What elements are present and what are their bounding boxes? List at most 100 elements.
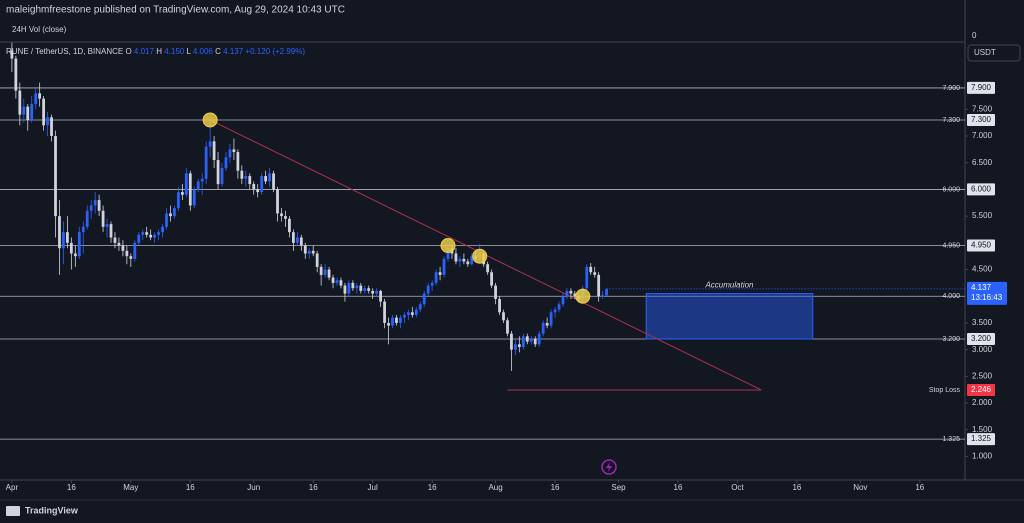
- candle-body: [525, 336, 529, 342]
- candle-body: [434, 272, 438, 283]
- legend-value: 4.006: [193, 47, 214, 56]
- zone-label: Accumulation: [704, 281, 754, 290]
- currency-box[interactable]: [967, 44, 1021, 62]
- events-icon[interactable]: [601, 459, 617, 475]
- legend-value: 4.137: [223, 47, 244, 56]
- highlight-marker: [440, 238, 456, 254]
- candle-body: [343, 285, 347, 294]
- x-tick-label: 16: [309, 483, 318, 492]
- candle-body: [307, 250, 311, 254]
- candle-body: [549, 312, 553, 326]
- candle-body: [395, 317, 398, 323]
- x-tick-label: Oct: [731, 483, 744, 492]
- candle-body: [387, 322, 390, 326]
- candle-body: [38, 93, 42, 99]
- candle-body: [208, 141, 212, 147]
- candle-body: [66, 232, 69, 243]
- candle-body: [149, 234, 153, 238]
- x-tick-label: 16: [792, 483, 801, 492]
- legend-value: 4.150: [164, 47, 185, 56]
- candle-body: [18, 90, 22, 115]
- candle-body: [391, 317, 394, 326]
- x-tick-label: 16: [67, 483, 76, 492]
- candle-body: [502, 312, 505, 321]
- candle-body: [406, 312, 410, 315]
- candle-body: [454, 253, 458, 262]
- candle-body: [260, 176, 264, 193]
- candle-body: [268, 173, 271, 182]
- candle-body: [129, 256, 133, 259]
- candle-body: [121, 245, 125, 251]
- candle-body: [169, 213, 172, 217]
- candle-body: [93, 200, 97, 206]
- candle-body: [486, 264, 490, 273]
- candle-body: [196, 181, 200, 190]
- legend-key: L: [186, 47, 191, 56]
- candle-body: [597, 274, 601, 297]
- candle-body: [553, 309, 557, 313]
- candle-body: [466, 261, 470, 265]
- candle-body: [367, 288, 371, 291]
- candle-body: [371, 290, 375, 294]
- candle-body: [177, 192, 180, 209]
- candle-body: [50, 117, 53, 137]
- candle-body: [494, 285, 497, 299]
- candle-body: [375, 290, 379, 294]
- candle-body: [54, 136, 57, 217]
- candle-body: [200, 178, 204, 182]
- candle-body: [422, 293, 426, 305]
- candle-body: [490, 272, 494, 286]
- y-tick-label: 3.500: [972, 318, 993, 327]
- candle-body: [288, 218, 291, 233]
- candle-body: [212, 141, 216, 161]
- candle-body: [379, 290, 382, 302]
- candle-body: [335, 280, 339, 283]
- candle-body: [14, 58, 18, 91]
- candle-body: [109, 224, 113, 238]
- currency-label[interactable]: USDT: [974, 48, 996, 57]
- candle-body: [30, 103, 34, 120]
- candle-body: [224, 157, 228, 169]
- candle-body: [117, 242, 121, 246]
- candle-body: [359, 285, 363, 291]
- candle-body: [73, 253, 77, 257]
- candle-body: [561, 296, 565, 305]
- candle-body: [315, 253, 319, 267]
- candle-body: [85, 210, 89, 227]
- y-tick-label: 2.500: [972, 371, 993, 380]
- candle-body: [62, 232, 65, 249]
- candle-body: [180, 192, 184, 195]
- x-tick-label: Sep: [611, 483, 626, 492]
- candle-body: [410, 312, 414, 315]
- x-tick-label: Nov: [853, 483, 867, 492]
- candle-body: [403, 314, 406, 318]
- candle-body: [299, 237, 303, 246]
- stop-loss-tag: [967, 383, 995, 396]
- candle-body: [204, 146, 208, 179]
- candle-body: [46, 117, 49, 126]
- y-tick-label: 6.500: [972, 158, 993, 167]
- last-price-tag: [967, 281, 1007, 305]
- last-price-label: 4.137: [971, 283, 992, 292]
- x-tick-label: 16: [915, 483, 924, 492]
- candle-body: [240, 170, 244, 179]
- candle-body: [303, 245, 307, 254]
- candle-body: [291, 232, 295, 243]
- candle-body: [565, 290, 569, 297]
- candle-body: [157, 232, 160, 235]
- footer-text: TradingView: [25, 505, 79, 515]
- candle-body: [557, 304, 561, 310]
- candle-body: [533, 338, 537, 345]
- level-tag-label: 4.950: [971, 241, 992, 250]
- level-tag-label: 7.300: [971, 115, 992, 124]
- candle-body: [141, 232, 145, 235]
- candle-body: [153, 234, 157, 238]
- candle-body: [137, 234, 141, 243]
- candle-body: [272, 173, 275, 190]
- candle-body: [506, 320, 509, 334]
- candle-body: [605, 288, 608, 296]
- candle-body: [355, 285, 359, 289]
- candle-body: [26, 106, 30, 120]
